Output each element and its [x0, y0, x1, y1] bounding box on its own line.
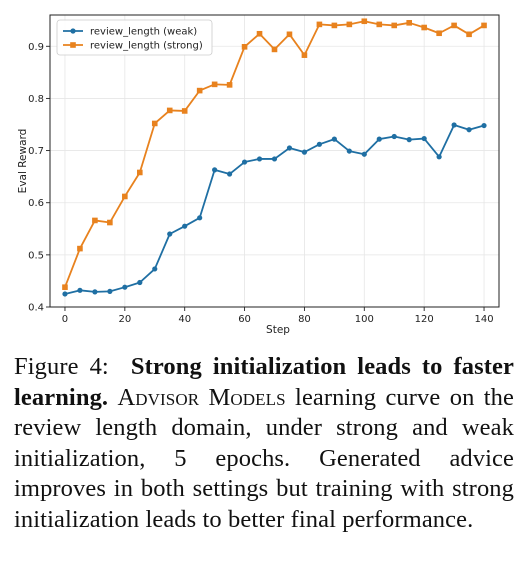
data-point-weak — [301, 149, 308, 155]
data-point-strong — [77, 245, 83, 252]
data-point-weak — [361, 151, 367, 157]
data-point-strong — [286, 31, 293, 38]
data-point-strong — [391, 22, 398, 29]
y-tick-label: 0.8 — [28, 94, 44, 105]
x-tick-label: 100 — [355, 314, 374, 325]
data-point-strong — [151, 120, 158, 127]
data-point-weak — [256, 156, 263, 162]
series-layer — [62, 18, 487, 297]
data-point-weak — [391, 133, 397, 140]
line-chart: 0 20 40 60 80 100 120 140 0.4 0.5 0.6 0.7 0.8 0.9 Ste… — [17, 14, 500, 336]
data-point-strong — [122, 193, 128, 200]
data-point-weak — [107, 288, 113, 294]
data-point-strong — [62, 284, 68, 290]
x-tick-label: 0 — [62, 314, 68, 325]
data-point-strong — [211, 81, 218, 88]
data-point-strong — [331, 22, 338, 29]
data-point-weak — [92, 289, 98, 295]
caption-figure-label: Figure 4: — [14, 353, 109, 380]
data-point-weak — [137, 279, 143, 286]
data-point-strong — [301, 52, 308, 58]
data-point-strong — [361, 18, 368, 25]
data-point-strong — [346, 21, 353, 28]
data-point-weak — [152, 266, 158, 272]
data-point-weak — [241, 159, 248, 165]
data-point-weak — [376, 136, 382, 142]
legend-weak-marker — [70, 28, 76, 34]
legend-strong-label: review_length (strong) — [90, 41, 203, 52]
x-tick-label: 40 — [178, 314, 191, 325]
data-point-weak — [451, 122, 457, 128]
data-point-weak — [481, 122, 487, 129]
figure-caption: Figure 4: Strong initialization leads to… — [14, 352, 514, 535]
data-point-strong — [226, 82, 233, 88]
data-point-weak — [466, 127, 472, 133]
data-point-weak — [227, 171, 233, 177]
legend-strong-marker — [70, 42, 76, 48]
caption-bold-title: Strong initialization leads to faster le… — [14, 353, 514, 411]
data-point-strong — [107, 219, 113, 226]
plot-frame — [49, 14, 500, 308]
series-line-strong — [64, 20, 485, 288]
data-point-strong — [241, 44, 248, 50]
data-point-weak — [77, 287, 83, 293]
y-tick-label: 0.6 — [28, 198, 44, 209]
y-tick-label: 0.9 — [28, 42, 44, 53]
data-point-weak — [167, 231, 173, 237]
x-tick-label: 140 — [474, 314, 493, 325]
data-point-strong — [271, 46, 278, 53]
data-point-weak — [182, 223, 188, 229]
data-point-strong — [181, 108, 188, 114]
data-point-weak — [331, 136, 337, 142]
x-tick-label: 120 — [415, 314, 434, 325]
data-point-strong — [316, 21, 323, 28]
data-point-strong — [481, 22, 487, 29]
legend: review_length (weak) review_length (stro… — [56, 19, 213, 56]
data-point-strong — [451, 22, 457, 29]
data-point-weak — [62, 291, 68, 297]
data-point-weak — [197, 215, 203, 221]
data-point-strong — [376, 21, 383, 28]
x-axis-title: Step — [266, 324, 290, 336]
data-point-strong — [436, 30, 442, 37]
data-point-weak — [406, 137, 412, 143]
axis-ticks: 0 20 40 60 80 100 120 140 0.4 0.5 0.6 0.7 0.8 0.9 — [28, 42, 493, 325]
x-tick-label: 60 — [238, 314, 251, 325]
data-point-weak — [212, 167, 218, 173]
data-point-strong — [137, 169, 143, 176]
y-axis-title: Eval Reward — [17, 129, 29, 194]
data-point-weak — [421, 135, 427, 142]
data-point-strong — [256, 30, 263, 37]
data-point-weak — [316, 141, 322, 147]
data-point-strong — [92, 217, 98, 224]
grid — [50, 15, 499, 308]
legend-box — [56, 19, 213, 56]
y-tick-label: 0.5 — [28, 250, 44, 261]
data-point-strong — [421, 24, 427, 31]
data-point-weak — [436, 154, 442, 160]
data-point-strong — [196, 87, 203, 94]
data-point-strong — [406, 20, 412, 26]
data-point-strong — [466, 31, 472, 38]
data-point-weak — [286, 145, 293, 151]
data-point-strong — [166, 107, 173, 114]
y-tick-label: 0.7 — [28, 146, 44, 157]
x-tick-label: 20 — [118, 314, 131, 325]
x-tick-label: 80 — [298, 314, 311, 325]
y-tick-label: 0.4 — [28, 303, 44, 314]
legend-weak-label: review_length (weak) — [90, 27, 197, 38]
caption-method-name: Advisor Models — [117, 383, 286, 411]
caption-body: learning curve on the review length doma… — [14, 383, 514, 533]
data-point-weak — [122, 284, 128, 290]
data-point-weak — [346, 148, 352, 154]
data-point-weak — [271, 156, 278, 162]
